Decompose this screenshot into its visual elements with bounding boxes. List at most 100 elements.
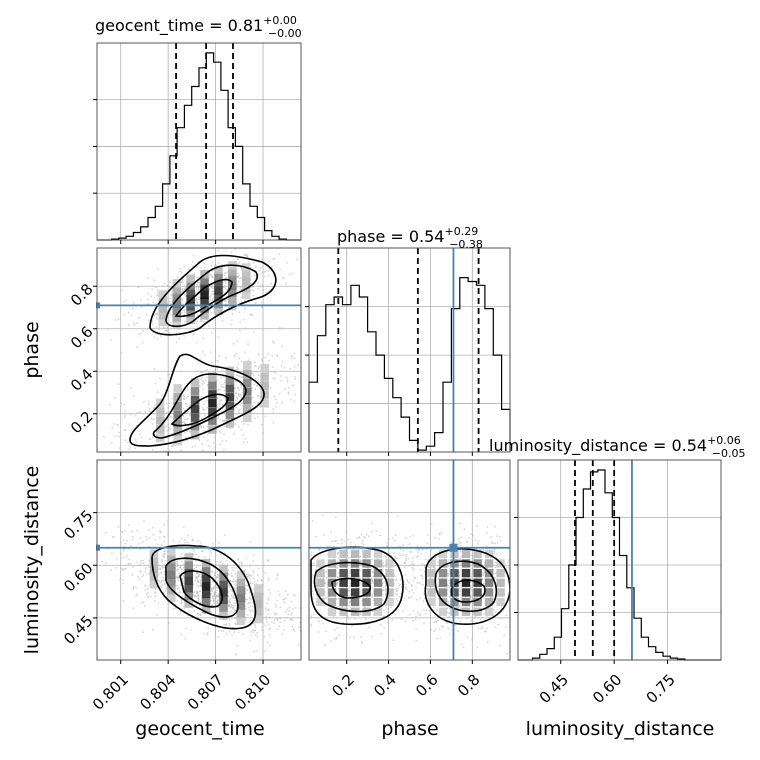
scatter-point <box>430 629 433 631</box>
scatter-point <box>145 313 148 316</box>
scatter-point <box>354 544 357 547</box>
scatter-point <box>167 419 169 421</box>
scatter-point <box>93 528 95 530</box>
scatter-point <box>132 307 135 310</box>
scatter-point <box>138 563 141 566</box>
scatter-point <box>470 554 472 557</box>
scatter-point <box>217 629 220 632</box>
scatter-point <box>162 555 164 557</box>
scatter-point <box>380 633 383 635</box>
scatter-point <box>412 556 414 559</box>
scatter-point <box>228 614 230 617</box>
scatter-point <box>375 530 378 532</box>
scatter-point <box>245 254 247 257</box>
scatter-point <box>306 401 308 403</box>
scatter-point <box>281 633 283 636</box>
scatter-point <box>361 642 363 645</box>
scatter-point <box>254 377 257 380</box>
scatter-point <box>183 637 186 640</box>
scatter-point <box>223 285 226 288</box>
scatter-point <box>217 599 220 602</box>
scatter-point <box>154 404 156 407</box>
scatter-point <box>229 624 231 627</box>
scatter-point <box>285 597 287 600</box>
scatter-point <box>230 594 233 597</box>
title-phase: phase = 0.54+0.29 −0.38 <box>337 225 483 251</box>
scatter-point <box>260 301 263 304</box>
scatter-point <box>284 388 287 391</box>
density-cell <box>496 578 505 587</box>
scatter-point <box>463 528 466 530</box>
density-cell <box>362 549 371 558</box>
scatter-point <box>212 307 215 309</box>
scatter-point <box>241 565 244 568</box>
scatter-point <box>194 595 197 598</box>
scatter-point <box>183 566 185 569</box>
scatter-point <box>285 262 288 264</box>
scatter-point <box>176 568 179 571</box>
scatter-point <box>511 597 513 599</box>
scatter-point <box>267 579 270 582</box>
scatter-point <box>331 540 334 543</box>
scatter-point <box>347 556 350 559</box>
scatter-point <box>408 597 410 599</box>
scatter-point <box>167 328 170 331</box>
scatter-point <box>286 378 289 381</box>
density-cell <box>225 419 235 428</box>
scatter-point <box>388 596 391 599</box>
scatter-point <box>314 569 317 572</box>
scatter-point <box>473 617 476 619</box>
scatter-point <box>132 301 135 304</box>
scatter-point <box>203 408 206 411</box>
scatter-point <box>211 597 214 600</box>
scatter-point <box>213 572 216 575</box>
scatter-point <box>482 572 484 574</box>
scatter-point <box>158 536 161 539</box>
density-cell <box>186 274 195 283</box>
xtick-label-luminosity-distance: 0.60 <box>589 671 625 707</box>
scatter-point <box>386 621 389 624</box>
scatter-point <box>131 538 134 541</box>
density-cell <box>427 569 436 578</box>
scatter-point <box>66 546 68 548</box>
scatter-point <box>223 389 226 392</box>
scatter-point <box>217 636 220 638</box>
scatter-point <box>239 321 242 323</box>
scatter-point <box>177 579 179 582</box>
scatter-point <box>216 602 219 604</box>
scatter-point <box>475 525 478 528</box>
scatter-point <box>412 591 415 594</box>
scatter-point <box>296 258 298 261</box>
density-cell <box>172 292 181 302</box>
scatter-point <box>145 566 147 569</box>
scatter-point <box>310 615 313 618</box>
scatter-point <box>193 610 196 613</box>
scatter-point <box>255 650 258 652</box>
scatter-point <box>476 596 479 599</box>
density-cell <box>438 569 448 578</box>
scatter-point <box>349 636 351 639</box>
scatter-point <box>150 417 153 419</box>
scatter-point <box>267 274 270 277</box>
scatter-point <box>214 446 217 448</box>
scatter-point <box>252 631 255 634</box>
scatter-point <box>195 286 198 289</box>
scatter-point <box>207 324 210 327</box>
density-cell <box>243 360 252 370</box>
scatter-point <box>170 445 173 447</box>
scatter-point <box>247 606 250 609</box>
scatter-point <box>496 541 499 544</box>
scatter-point <box>214 593 217 596</box>
density-cell <box>167 562 176 572</box>
density-cell <box>190 378 200 387</box>
scatter-point <box>146 593 149 596</box>
density-cell <box>427 559 436 568</box>
scatter-point <box>360 542 363 545</box>
scatter-point <box>216 406 219 409</box>
scatter-point <box>418 582 421 585</box>
scatter-point <box>237 363 240 366</box>
scatter-point <box>228 605 231 607</box>
scatter-point <box>188 268 191 271</box>
scatter-point <box>238 357 241 360</box>
scatter-point <box>388 548 391 550</box>
